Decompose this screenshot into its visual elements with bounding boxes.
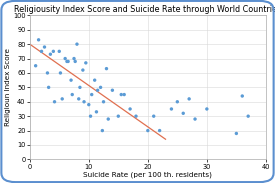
Point [104,67,109,70]
Point [187,97,191,100]
Point [48,53,53,56]
Point [52,100,57,103]
Point [134,115,138,118]
Point [146,129,150,132]
Point [122,93,127,96]
Point [34,64,38,67]
Point [175,100,180,103]
Point [101,100,106,103]
Point [240,95,244,98]
Point [57,50,61,53]
Point [72,57,76,60]
X-axis label: Suicide Rate (per 100 th. residents): Suicide Rate (per 100 th. residents) [83,172,212,178]
Point [110,89,115,92]
Point [39,50,44,53]
Point [46,86,51,89]
Title: Religiousity Index Score and Suicide Rate through World Countries: Religiousity Index Score and Suicide Rat… [14,5,275,14]
Point [119,93,123,96]
Point [152,115,156,118]
Point [58,72,63,74]
Point [106,118,111,121]
Point [70,93,75,96]
Point [92,79,97,82]
Point [45,72,50,74]
Point [84,61,88,64]
Point [169,107,174,110]
Y-axis label: Religioun Index Score: Religioun Index Score [5,48,11,126]
Point [87,103,91,106]
Point [65,60,69,63]
Point [205,107,209,110]
Point [95,89,100,92]
Point [88,115,93,118]
Point [94,110,99,113]
Point [51,50,56,53]
Point [81,69,85,72]
Point [193,118,197,121]
Point [181,112,185,115]
Point [246,115,250,118]
Point [73,60,77,63]
Point [69,79,73,82]
Point [75,43,79,46]
Point [78,86,82,89]
Point [42,46,47,48]
Point [36,38,41,41]
Point [90,93,94,96]
Point [128,107,132,110]
Point [82,100,86,103]
Point [116,115,120,118]
Point [63,57,67,60]
Point [98,86,103,89]
Point [100,129,104,132]
Point [234,132,239,135]
Point [157,129,162,132]
Point [76,97,81,100]
Point [66,60,70,63]
Point [60,97,64,100]
